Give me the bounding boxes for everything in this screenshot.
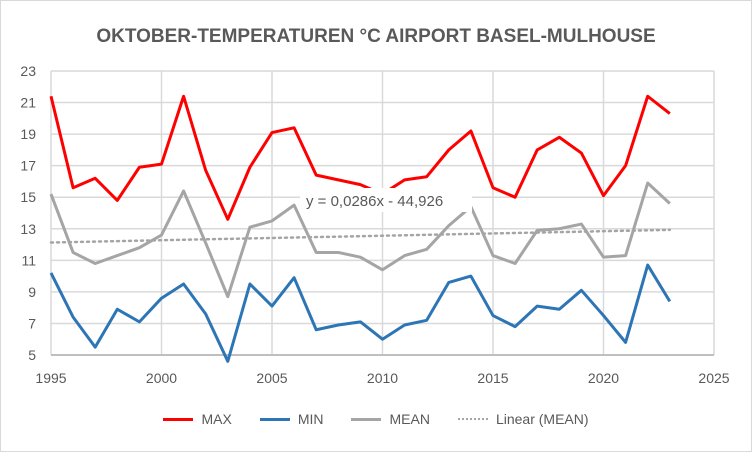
legend-item-min: MIN: [259, 411, 324, 427]
y-tick-label: 5: [28, 347, 36, 363]
y-tick-label: 15: [20, 189, 36, 205]
legend-label: MIN: [297, 411, 324, 427]
y-tick-label: 11: [21, 252, 36, 268]
legend-item-max: MAX: [163, 411, 232, 427]
legend-swatch: [351, 417, 382, 421]
x-tick-label: 1995: [35, 370, 66, 386]
y-tick-label: 13: [20, 221, 36, 237]
y-tick-label: 9: [28, 284, 36, 300]
x-tick-label: 2015: [477, 370, 508, 386]
legend-label: Linear (MEAN): [495, 411, 589, 427]
legend: MAX MIN MEAN Linear (MEAN): [0, 411, 752, 427]
y-tick-label: 21: [20, 95, 36, 111]
y-tick-label: 17: [20, 158, 36, 174]
x-tick-label: 2005: [256, 370, 287, 386]
y-tick-label: 23: [20, 63, 36, 79]
x-tick-label: 2000: [146, 370, 177, 386]
trendline-label: y = 0,0286x - 44,926: [300, 188, 472, 212]
y-tick-label: 7: [28, 315, 36, 331]
trendline-mean: [49, 228, 672, 244]
y-tick-label: 19: [20, 126, 36, 142]
series-line-min: [49, 263, 672, 363]
chart-title: OKTOBER-TEMPERATUREN °C AIRPORT BASEL-MU…: [96, 26, 656, 47]
legend-swatch: [259, 417, 290, 421]
x-tick-label: 2010: [367, 370, 398, 386]
legend-swatch: [457, 418, 488, 420]
trendline-equation: y = 0,0286x - 44,926: [306, 193, 443, 210]
legend-item-mean: MEAN: [351, 411, 430, 427]
legend-label: MAX: [201, 411, 232, 427]
legend-swatch: [163, 417, 194, 421]
x-tick-label: 2025: [698, 370, 729, 386]
legend-label: MEAN: [389, 411, 430, 427]
x-tick-label: 2020: [588, 370, 619, 386]
legend-item-trendline: Linear (MEAN): [457, 411, 589, 427]
